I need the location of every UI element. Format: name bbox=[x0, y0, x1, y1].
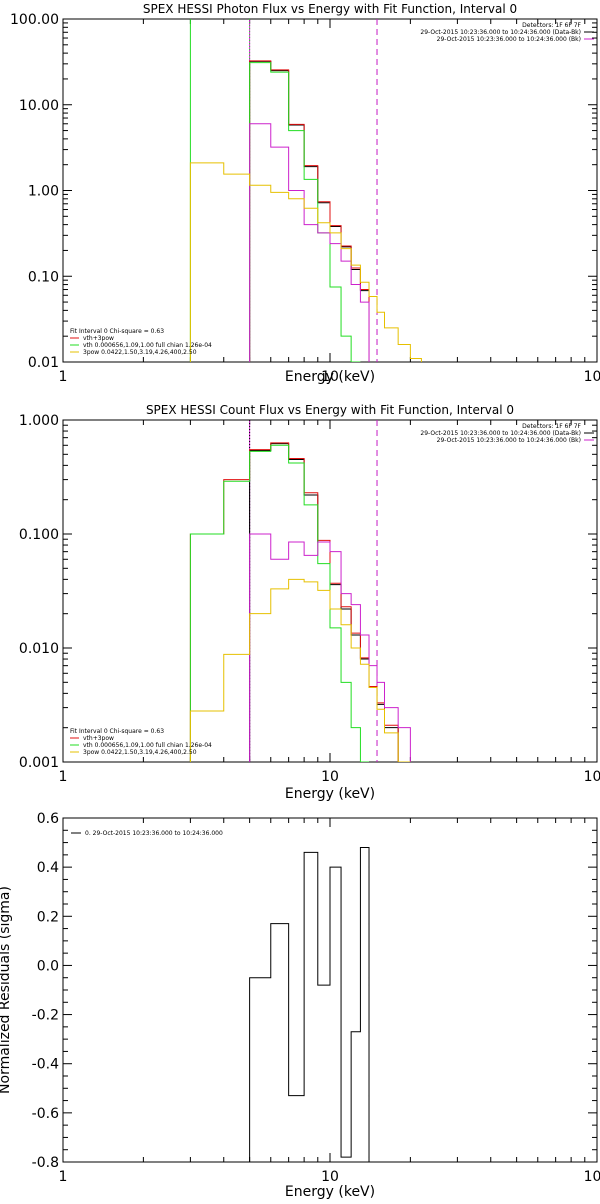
y-tick-label: 0.001 bbox=[19, 755, 59, 771]
legend-fit-entry: 3pow 0.0422,1.50,3.19,4.26,400,2.50 bbox=[83, 349, 197, 356]
plot-frame bbox=[62, 18, 598, 363]
y-tick-label: 0.100 bbox=[19, 527, 59, 543]
y-tick-label: 10.00 bbox=[19, 98, 59, 114]
x-tick-label: 1 bbox=[59, 1169, 68, 1185]
legend-header-entry: Detectors: 1F 6F 7F bbox=[522, 423, 581, 430]
legend-header-entry: 29-Oct-2015 10:23:36.000 to 10:24:36.000… bbox=[437, 36, 581, 43]
legend-fit-entry: vth+3pow bbox=[83, 735, 114, 742]
y-tick-label: 1.000 bbox=[19, 413, 59, 429]
chart-title: SPEX HESSI Photon Flux vs Energy with Fi… bbox=[143, 2, 517, 16]
x-tick-label: 100 bbox=[584, 769, 600, 785]
y-tick-label: 0.4 bbox=[37, 860, 59, 876]
y-tick-label: 1.00 bbox=[28, 184, 59, 200]
x-axis-label: Energy (keV) bbox=[285, 369, 375, 385]
y-tick-label: 0.01 bbox=[28, 355, 59, 371]
series-green-line bbox=[189, 444, 370, 762]
series-magenta-line bbox=[249, 533, 411, 762]
x-tick-label: 10 bbox=[321, 769, 339, 785]
x-tick-label: 10 bbox=[321, 1169, 339, 1185]
series-green-line bbox=[249, 62, 361, 362]
legend-header-entry: 29-Oct-2015 10:23:36.000 to 10:24:36.000… bbox=[420, 29, 581, 36]
panel-1: SPEX HESSI Photon Flux vs Energy with Fi… bbox=[10, 2, 600, 385]
panel-2: SPEX HESSI Count Flux vs Energy with Fit… bbox=[19, 403, 600, 802]
legend-header-entry: 29-Oct-2015 10:23:36.000 to 10:24:36.000… bbox=[437, 437, 581, 444]
legend-fit-entry: Fit Interval 0 Chi-square = 0.63 bbox=[70, 728, 164, 735]
x-axis-label: Energy (keV) bbox=[285, 786, 375, 802]
y-tick-label: 0.2 bbox=[37, 909, 59, 925]
series-black-line bbox=[249, 443, 399, 762]
y-axis-label: Normalized Residuals (sigma) bbox=[0, 886, 13, 1094]
x-tick-label: 1 bbox=[59, 769, 68, 785]
y-tick-label: -0.8 bbox=[32, 1155, 59, 1171]
y-tick-label: -0.4 bbox=[32, 1057, 59, 1073]
series-magenta-line bbox=[249, 123, 370, 362]
x-axis-label: Energy (keV) bbox=[285, 1184, 375, 1200]
y-tick-label: 0.010 bbox=[19, 641, 59, 657]
y-tick-label: 100.00 bbox=[10, 12, 59, 28]
x-tick-label: 100 bbox=[584, 369, 600, 385]
x-tick-label: 100 bbox=[584, 1169, 600, 1185]
y-tick-label: -0.6 bbox=[32, 1106, 59, 1122]
y-tick-label: 0.0 bbox=[37, 958, 59, 974]
legend-fit-entry: 0. 29-Oct-2015 10:23:36.000 to 10:24:36.… bbox=[85, 830, 223, 837]
legend-header-entry: Detectors: 1F 6F 7F bbox=[522, 22, 581, 29]
x-tick-label: 1 bbox=[59, 369, 68, 385]
series-yellow-line bbox=[189, 162, 422, 362]
series-red-line bbox=[189, 442, 399, 762]
y-tick-label: 0.6 bbox=[37, 811, 59, 827]
series-black-line bbox=[249, 846, 370, 1162]
legend-fit-entry: vth 0.000656,1.09,1.00 full chian 1.26e-… bbox=[83, 742, 212, 749]
legend-fit-entry: vth 0.000656,1.09,1.00 full chian 1.26e-… bbox=[83, 342, 212, 349]
x-tick-label: 10 bbox=[321, 369, 339, 385]
legend-header-entry: 29-Oct-2015 10:23:36.000 to 10:24:36.000… bbox=[420, 430, 581, 437]
legend-fit-entry: Fit Interval 0 Chi-square = 0.63 bbox=[70, 328, 164, 335]
y-tick-label: 0.10 bbox=[28, 269, 59, 285]
series-red-line bbox=[249, 60, 370, 362]
legend-fit-entry: 3pow 0.0422,1.50,3.19,4.26,400,2.50 bbox=[83, 749, 197, 756]
series-yellow-line bbox=[189, 578, 411, 762]
panel-3: 1 10 100 -0.8 -0.6 -0.4 -0.2 0.0 0.2 0.4 0.6 Energy… bbox=[0, 811, 600, 1200]
chart-title: SPEX HESSI Count Flux vs Energy with Fit… bbox=[146, 403, 514, 417]
legend-fit-entry: vth+3pow bbox=[83, 335, 114, 342]
y-tick-label: -0.2 bbox=[32, 1008, 59, 1024]
series-black-line bbox=[249, 60, 370, 362]
